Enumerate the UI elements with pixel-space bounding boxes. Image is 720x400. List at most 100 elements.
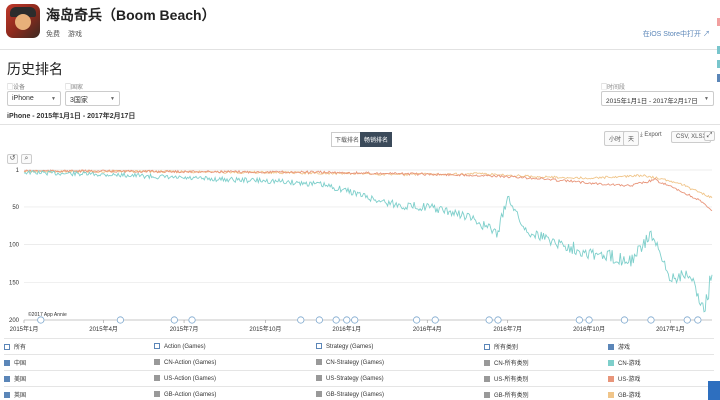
series-swatch[interactable] xyxy=(316,359,322,365)
event-marker-icon[interactable] xyxy=(431,316,439,324)
legend-series[interactable]: US-所有类别 xyxy=(494,377,529,383)
period-select-value: 2015年1月1日 - 2017年2月17日 xyxy=(606,98,698,105)
event-marker-icon[interactable] xyxy=(297,316,305,324)
device-select[interactable]: iPhone ▼ xyxy=(7,91,61,106)
series-swatch[interactable] xyxy=(154,391,160,398)
x-tick-label: 2015年10月 xyxy=(249,325,281,333)
edge-tab-blue[interactable] xyxy=(717,74,720,82)
event-marker-icon[interactable] xyxy=(683,316,691,324)
edge-tab-teal-2[interactable] xyxy=(717,60,720,68)
series-swatch[interactable] xyxy=(608,376,614,382)
event-marker-icon[interactable] xyxy=(585,316,593,324)
legend-series[interactable]: US-Action (Games) xyxy=(164,376,217,382)
chart-grid xyxy=(24,169,712,321)
fullscreen-icon[interactable]: ⤢ xyxy=(704,131,715,141)
legend-row-us[interactable]: 美国 US-Action (Games) US-Strategy (Games)… xyxy=(4,370,714,387)
country-select[interactable]: 3国家 ▼ xyxy=(65,91,120,106)
legend-header: Strategy (Games) xyxy=(326,344,374,350)
legend-series[interactable]: US-游戏 xyxy=(618,377,641,383)
reset-zoom-icon[interactable]: ↺ xyxy=(7,154,18,164)
legend-series[interactable]: GB-所有类别 xyxy=(494,393,529,400)
checkbox-icon[interactable] xyxy=(484,344,490,350)
series-swatch[interactable] xyxy=(484,392,490,399)
legend-header-row: 所有 Action (Games) Strategy (Games) 所有类别 … xyxy=(4,338,714,355)
checked-checkbox-icon[interactable] xyxy=(608,344,614,350)
event-marker-icon[interactable] xyxy=(37,316,45,324)
daily-button[interactable]: 天 xyxy=(623,131,640,146)
series-swatch[interactable] xyxy=(316,391,322,398)
edge-tab-red[interactable] xyxy=(717,18,720,26)
y-tick-label: 200 xyxy=(9,318,20,324)
legend-series[interactable]: US-Strategy (Games) xyxy=(326,376,384,382)
legend-row-cn[interactable]: 中国 CN-Action (Games) CN-Strategy (Games)… xyxy=(4,354,714,371)
checked-checkbox-icon[interactable] xyxy=(4,360,10,366)
checkbox-icon: ▢ xyxy=(7,85,14,91)
series-swatch[interactable] xyxy=(608,392,614,399)
event-marker-icon[interactable] xyxy=(188,316,196,324)
edge-tab-teal[interactable] xyxy=(717,46,720,54)
checked-checkbox-icon[interactable] xyxy=(4,392,10,399)
y-tick-label: 50 xyxy=(12,205,19,211)
x-tick-label: 2015年7月 xyxy=(170,325,199,333)
legend-series[interactable]: CN-Action (Games) xyxy=(164,360,217,366)
checked-checkbox-icon[interactable] xyxy=(4,376,10,382)
legend-series[interactable]: GB-Action (Games) xyxy=(164,392,217,399)
period-label-text: 时间段 xyxy=(607,85,626,91)
period-select[interactable]: 2015年1月1日 - 2017年2月17日 ▼ xyxy=(601,91,714,106)
zoom-icon[interactable]: ⌕ xyxy=(21,154,32,164)
series-line-CN-游戏[interactable] xyxy=(23,169,713,313)
app-price: 免费 xyxy=(46,31,60,38)
app-category[interactable]: 游戏 xyxy=(68,31,82,38)
scroll-to-top-button[interactable] xyxy=(708,381,720,400)
event-marker-icon[interactable] xyxy=(647,316,655,324)
legend-header: 所有 xyxy=(14,345,27,351)
device-label: ▢设备 xyxy=(7,82,25,91)
event-marker-icon[interactable] xyxy=(620,316,629,324)
legend-series[interactable]: GB-Strategy (Games) xyxy=(326,392,385,399)
legend-series[interactable]: CN-游戏 xyxy=(618,361,641,367)
download-rank-toggle[interactable]: 下载排名 xyxy=(331,132,364,147)
event-marker-icon[interactable] xyxy=(485,316,493,324)
export-button[interactable]: ⤓ Export xyxy=(640,132,662,139)
export-label: Export xyxy=(644,132,662,138)
legend-header: 游戏 xyxy=(618,345,631,351)
device-select-value: iPhone xyxy=(12,95,34,102)
legend-series[interactable]: GB-游戏 xyxy=(618,393,641,400)
series-swatch[interactable] xyxy=(316,375,322,381)
event-marker-icon[interactable] xyxy=(170,316,178,324)
legend-country: 美国 xyxy=(14,377,27,383)
event-marker-icon[interactable] xyxy=(413,316,421,324)
event-marker-icon[interactable] xyxy=(343,316,351,324)
checkbox-icon[interactable] xyxy=(154,343,160,349)
header-divider xyxy=(0,49,720,50)
event-marker-icon[interactable] xyxy=(116,316,124,324)
event-marker-icon[interactable] xyxy=(332,316,340,324)
legend-row-gb[interactable]: 英国 GB-Action (Games) GB-Strategy (Games)… xyxy=(4,386,714,400)
download-icon: ⤓ xyxy=(640,132,643,138)
event-markers[interactable] xyxy=(37,316,702,324)
series-line-US-游戏[interactable] xyxy=(23,169,713,212)
series-swatch[interactable] xyxy=(154,359,160,365)
y-tick-label: 100 xyxy=(9,243,20,249)
revenue-rank-toggle[interactable]: 畅销排名 xyxy=(360,132,393,147)
checkbox-icon[interactable] xyxy=(316,343,322,349)
event-marker-icon[interactable] xyxy=(494,316,502,324)
series-swatch[interactable] xyxy=(484,360,490,366)
x-tick-label: 2016年1月 xyxy=(332,325,361,333)
x-tick-label: 2015年4月 xyxy=(89,325,118,333)
event-marker-icon[interactable] xyxy=(315,316,323,324)
series-swatch[interactable] xyxy=(484,376,490,382)
event-marker-icon[interactable] xyxy=(351,316,359,324)
event-marker-icon[interactable] xyxy=(575,316,583,324)
ios-store-link[interactable]: 在iOS Store中打开 ↗ xyxy=(643,29,710,39)
legend-series[interactable]: CN-Strategy (Games) xyxy=(326,360,385,366)
legend-series[interactable]: CN-所有类别 xyxy=(494,361,529,367)
series-swatch[interactable] xyxy=(608,360,614,366)
watermark: ©2017 App Annie xyxy=(28,312,67,318)
series-swatch[interactable] xyxy=(154,375,160,381)
checkbox-icon[interactable] xyxy=(4,344,10,350)
event-marker-icon[interactable] xyxy=(694,316,702,324)
